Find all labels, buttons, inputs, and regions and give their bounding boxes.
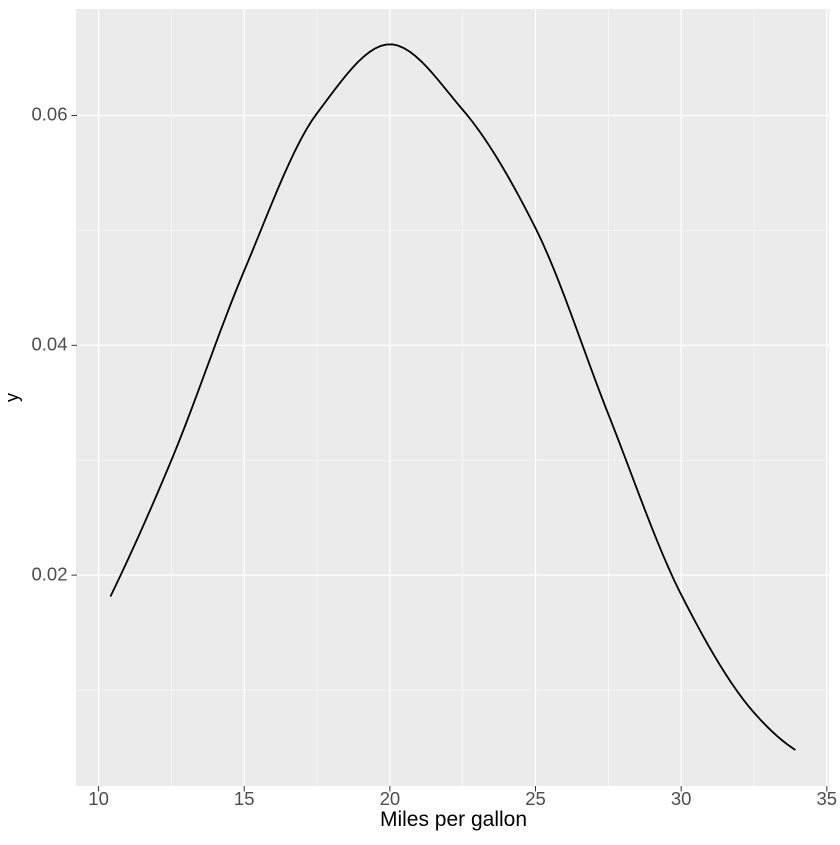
svg-text:30: 30 bbox=[671, 788, 692, 809]
svg-text:35: 35 bbox=[817, 788, 838, 809]
svg-text:0.02: 0.02 bbox=[31, 563, 67, 584]
svg-text:10: 10 bbox=[88, 788, 109, 809]
svg-text:0.04: 0.04 bbox=[31, 334, 67, 355]
svg-text:0.06: 0.06 bbox=[31, 104, 67, 125]
svg-text:25: 25 bbox=[525, 788, 546, 809]
svg-text:Miles per gallon: Miles per gallon bbox=[380, 808, 527, 831]
svg-text:y: y bbox=[2, 393, 22, 402]
svg-text:15: 15 bbox=[234, 788, 255, 809]
svg-text:20: 20 bbox=[380, 788, 401, 809]
